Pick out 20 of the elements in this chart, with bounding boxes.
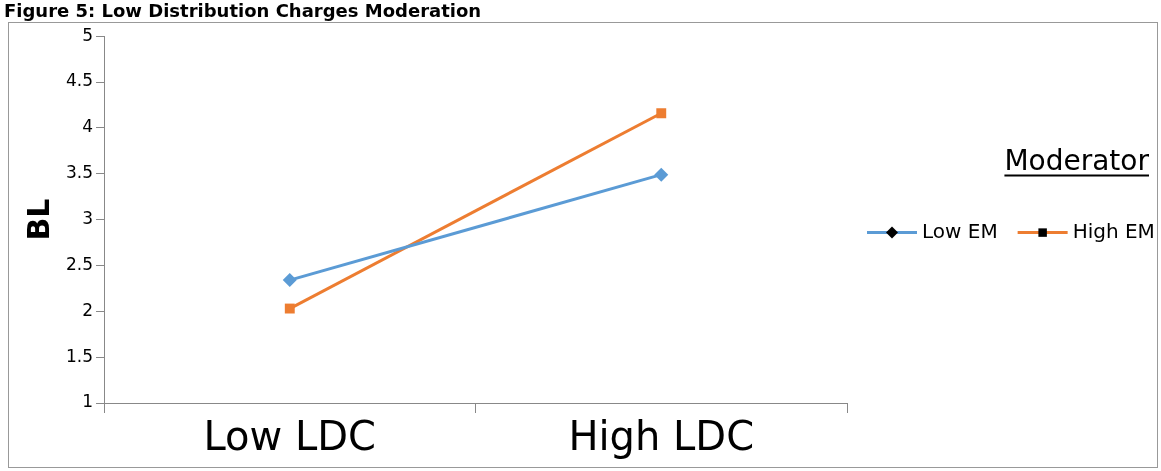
y-tick-label: 4 [82, 116, 94, 137]
legend-title: Moderator [1004, 143, 1150, 177]
point [284, 303, 295, 314]
y-tick-label: 4.5 [65, 70, 94, 91]
legend-label: Low EM [922, 218, 998, 243]
y-tick-label: 1.5 [65, 345, 94, 366]
y-axis-title: BL [20, 198, 56, 241]
y-tick-label: 2.5 [65, 253, 94, 274]
y-tick-label: 5 [82, 24, 94, 45]
point [654, 167, 669, 182]
legend-label: High EM [1072, 218, 1155, 243]
y-tick-label: 3 [82, 208, 94, 229]
y-tick-label: 3.5 [65, 162, 94, 183]
y-tick-label: 1 [82, 391, 94, 412]
x-tick-label: Low LDC [203, 413, 377, 460]
chart-title: Figure 5: Low Distribution Charges Moderation [3, 0, 483, 22]
y-tick-label: 2 [82, 299, 94, 320]
x-tick-label: High LDC [568, 413, 755, 460]
point [282, 273, 297, 288]
point [656, 108, 667, 119]
